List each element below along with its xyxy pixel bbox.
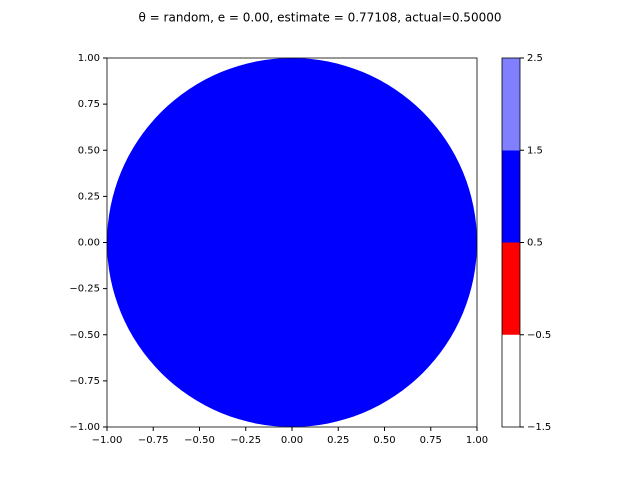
colorbar-segment	[502, 150, 520, 243]
x-tick-label: 0.75	[420, 435, 442, 446]
y-tick-label: −0.25	[69, 284, 100, 295]
colorbar-tick-label: 1.5	[527, 145, 543, 156]
colorbar-tick-label: 2.5	[527, 53, 543, 64]
y-tick-label: −0.75	[69, 376, 100, 387]
y-tick-label: 0.00	[78, 238, 100, 249]
y-tick-label: 0.25	[78, 191, 100, 202]
chart-title: θ = random, e = 0.00, estimate = 0.77108…	[139, 11, 502, 25]
colorbar-tick-label: −0.5	[527, 330, 551, 341]
y-tick-label: 0.75	[78, 99, 100, 110]
x-tick-label: 0.00	[281, 435, 303, 446]
x-tick-label: −0.50	[184, 435, 215, 446]
x-tick-label: 0.50	[373, 435, 395, 446]
x-tick-label: −1.00	[92, 435, 123, 446]
y-tick-label: 1.00	[78, 53, 100, 64]
colorbar-tick-label: −1.5	[527, 422, 551, 433]
x-tick-label: −0.25	[230, 435, 261, 446]
x-tick-label: −0.75	[138, 435, 169, 446]
x-tick-label: 0.25	[327, 435, 349, 446]
y-tick-label: −0.50	[69, 330, 100, 341]
colorbar-tick-label: 0.5	[527, 238, 543, 249]
x-tick-label: 1.00	[466, 435, 488, 446]
disk	[107, 58, 477, 427]
colorbar-segment	[502, 334, 520, 427]
colorbar-segment	[502, 58, 520, 151]
y-tick-label: 0.50	[78, 145, 100, 156]
y-tick-label: −1.00	[69, 422, 100, 433]
colorbar-segment	[502, 242, 520, 335]
